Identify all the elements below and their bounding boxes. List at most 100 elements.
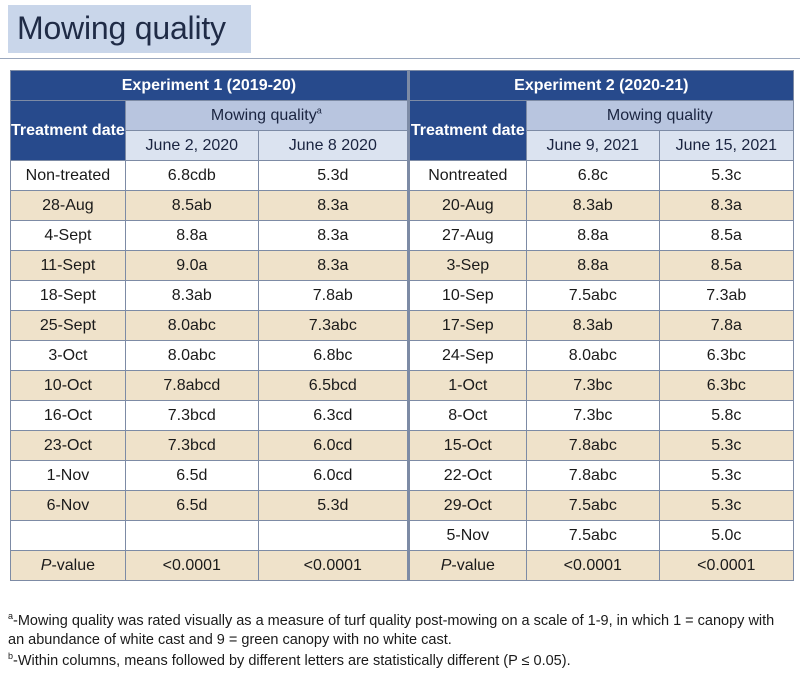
- value-cell: 8.5a: [658, 220, 794, 251]
- value-cell: 9.0a: [124, 250, 259, 281]
- value-cell: 7.8abc: [525, 430, 660, 461]
- date-header: June 2, 2020: [124, 130, 259, 161]
- value-cell: 6.3bc: [658, 340, 794, 371]
- value-cell: 8.8a: [124, 220, 259, 251]
- treatment-date-cell: Non-treated: [10, 160, 126, 191]
- table-row: 11-Sept 9.0a 8.3a 3-Sep 8.8a 8.5a: [10, 250, 794, 281]
- value-cell: 7.3bc: [525, 370, 660, 401]
- value-cell: 5.3c: [658, 160, 794, 191]
- value-cell: 8.8a: [525, 220, 660, 251]
- value-cell: 7.5abc: [525, 490, 660, 521]
- date-header: June 15, 2021: [658, 130, 794, 161]
- treatment-date-cell: 23-Oct: [10, 430, 126, 461]
- value-cell: 8.0abc: [124, 310, 259, 341]
- treatment-date-cell: 25-Sept: [10, 310, 126, 341]
- mowing-quality-header-1: Mowing qualitya: [124, 100, 409, 131]
- treatment-date-cell: 1-Oct: [406, 370, 527, 401]
- value-cell: 7.5abc: [525, 520, 660, 551]
- value-cell: 5.3c: [658, 430, 794, 461]
- value-cell: 7.3bcd: [124, 430, 259, 461]
- treatment-date-cell: 1-Nov: [10, 460, 126, 491]
- treatment-date-cell: 22-Oct: [406, 460, 527, 491]
- table-row: 1-Nov 6.5d 6.0cd 22-Oct 7.8abc 5.3c: [10, 460, 794, 491]
- value-cell: 8.3a: [658, 190, 794, 221]
- value-cell: 8.3a: [257, 190, 409, 221]
- footnote-a: a-Mowing quality was rated visually as a…: [8, 612, 792, 650]
- footnote-mark: a: [8, 611, 14, 622]
- treatment-date-cell: 16-Oct: [10, 400, 126, 431]
- treatment-date-cell: 3-Sep: [406, 250, 527, 281]
- p-value-label: P-value: [406, 550, 527, 581]
- date-header: June 8 2020: [257, 130, 409, 161]
- p-value-label-italic: P: [40, 556, 52, 574]
- footnote-mark: a: [316, 105, 322, 116]
- value-cell: 7.8a: [658, 310, 794, 341]
- value-cell: 8.5ab: [124, 190, 259, 221]
- value-cell: 5.3c: [658, 490, 794, 521]
- value-cell: 8.8a: [525, 250, 660, 281]
- date-header: June 9, 2021: [525, 130, 660, 161]
- metric-label: Mowing quality: [210, 106, 317, 124]
- treatment-date-cell: 20-Aug: [406, 190, 527, 221]
- treatment-date-cell: 15-Oct: [406, 430, 527, 461]
- treatment-date-cell: 3-Oct: [10, 340, 126, 371]
- page-title: Mowing quality: [8, 5, 251, 53]
- footnote-mark: b: [8, 651, 14, 662]
- value-cell: [257, 520, 409, 551]
- value-cell: 7.8abc: [525, 460, 660, 491]
- value-cell: 5.8c: [658, 400, 794, 431]
- value-cell: 6.3cd: [257, 400, 409, 431]
- title-divider: [0, 58, 800, 59]
- value-cell: 6.8cdb: [124, 160, 259, 191]
- table-row: 25-Sept 8.0abc 7.3abc 17-Sep 8.3ab 7.8a: [10, 310, 794, 341]
- value-cell: 5.3c: [658, 460, 794, 491]
- treatment-date-cell: 6-Nov: [10, 490, 126, 521]
- table-row: 23-Oct 7.3bcd 6.0cd 15-Oct 7.8abc 5.3c: [10, 430, 794, 461]
- treatment-date-cell: 29-Oct: [406, 490, 527, 521]
- treatment-date-cell: 10-Oct: [10, 370, 126, 401]
- treatment-date-cell: 11-Sept: [10, 250, 126, 281]
- table-row: 6-Nov 6.5d 5.3d 29-Oct 7.5abc 5.3c: [10, 490, 794, 521]
- p-value-cell: <0.0001: [658, 550, 794, 581]
- metric-label: Mowing quality: [606, 106, 713, 124]
- table-row: 16-Oct 7.3bcd 6.3cd 8-Oct 7.3bc 5.8c: [10, 400, 794, 431]
- footnote-text: -Within columns, means followed by diffe…: [13, 653, 571, 669]
- value-cell: 6.3bc: [658, 370, 794, 401]
- value-cell: 7.3bc: [525, 400, 660, 431]
- p-value-row: P-value <0.0001 <0.0001 P-value <0.0001 <0.00…: [10, 550, 794, 581]
- table-row: 5-Nov 7.5abc 5.0c: [10, 520, 794, 551]
- date-header-row: June 2, 2020 June 8 2020 June 9, 2021 Ju…: [11, 130, 794, 161]
- p-value-label-rest: -value: [451, 556, 495, 574]
- table-row: 28-Aug 8.5ab 8.3a 20-Aug 8.3ab 8.3a: [10, 190, 794, 221]
- value-cell: 6.8c: [525, 160, 660, 191]
- value-cell: 6.0cd: [257, 430, 409, 461]
- experiment-header-row: Experiment 1 (2019-20) Experiment 2 (202…: [10, 70, 794, 101]
- table-row: 10-Oct 7.8abcd 6.5bcd 1-Oct 7.3bc 6.3bc: [10, 370, 794, 401]
- table-row: 18-Sept 8.3ab 7.8ab 10-Sep 7.5abc 7.3ab: [10, 280, 794, 311]
- value-cell: 7.5abc: [525, 280, 660, 311]
- value-cell: 8.3a: [257, 220, 409, 251]
- table-row: 3-Oct 8.0abc 6.8bc 24-Sep 8.0abc 6.3bc: [10, 340, 794, 371]
- treatment-date-cell: [10, 520, 126, 551]
- value-cell: 6.5bcd: [257, 370, 409, 401]
- value-cell: 8.0abc: [124, 340, 259, 371]
- value-cell: 5.0c: [658, 520, 794, 551]
- value-cell: 8.0abc: [525, 340, 660, 371]
- experiment-2-header: Experiment 2 (2020-21): [406, 70, 794, 101]
- value-cell: 8.3a: [257, 250, 409, 281]
- p-value-cell: <0.0001: [525, 550, 660, 581]
- metric-header-row: Treatment date Mowing qualitya Treatment…: [10, 100, 794, 161]
- footnote-b: b-Within columns, means followed by diff…: [8, 652, 792, 671]
- treatment-date-cell: 24-Sep: [406, 340, 527, 371]
- value-cell: 8.3ab: [525, 190, 660, 221]
- p-value-cell: <0.0001: [257, 550, 409, 581]
- table-row: 4-Sept 8.8a 8.3a 27-Aug 8.8a 8.5a: [10, 220, 794, 251]
- treatment-date-cell: 10-Sep: [406, 280, 527, 311]
- treatment-date-cell: 18-Sept: [10, 280, 126, 311]
- mowing-quality-header-2: Mowing quality: [525, 100, 794, 131]
- value-cell: 5.3d: [257, 490, 409, 521]
- p-value-cell: <0.0001: [124, 550, 259, 581]
- mowing-quality-table: Experiment 1 (2019-20) Experiment 2 (202…: [10, 70, 794, 581]
- treatment-date-cell: 28-Aug: [10, 190, 126, 221]
- treatment-date-cell: 27-Aug: [406, 220, 527, 251]
